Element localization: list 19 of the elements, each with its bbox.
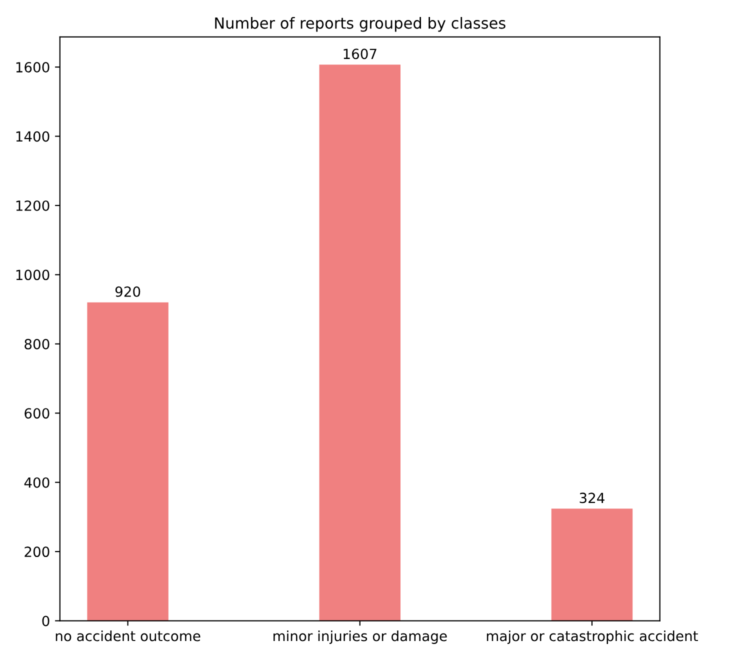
y-tick-label: 0 [42, 616, 50, 626]
y-tick-label: 1200 [16, 200, 50, 211]
x-tick-label: minor injuries or damage [274, 630, 447, 644]
data-label: 324 [580, 492, 604, 504]
y-tick-label: 800 [24, 338, 50, 350]
y-tick-label: 600 [24, 408, 50, 419]
bar [319, 64, 401, 621]
y-tick-label: 200 [24, 546, 50, 558]
data-label: 920 [115, 286, 140, 297]
bar [87, 302, 168, 621]
y-tick-label: 1400 [16, 131, 50, 142]
y-tick-label: 1600 [16, 62, 50, 73]
y-tick-label: 400 [24, 477, 50, 488]
x-tick-label: major or catastrophic accident [486, 630, 698, 644]
x-tick-label: no accident outcome [56, 630, 200, 642]
data-label: 1607 [344, 48, 376, 60]
y-tick-label: 1000 [16, 270, 50, 280]
bar [551, 508, 633, 621]
chart-title: Number of reports grouped by classes [215, 16, 506, 32]
